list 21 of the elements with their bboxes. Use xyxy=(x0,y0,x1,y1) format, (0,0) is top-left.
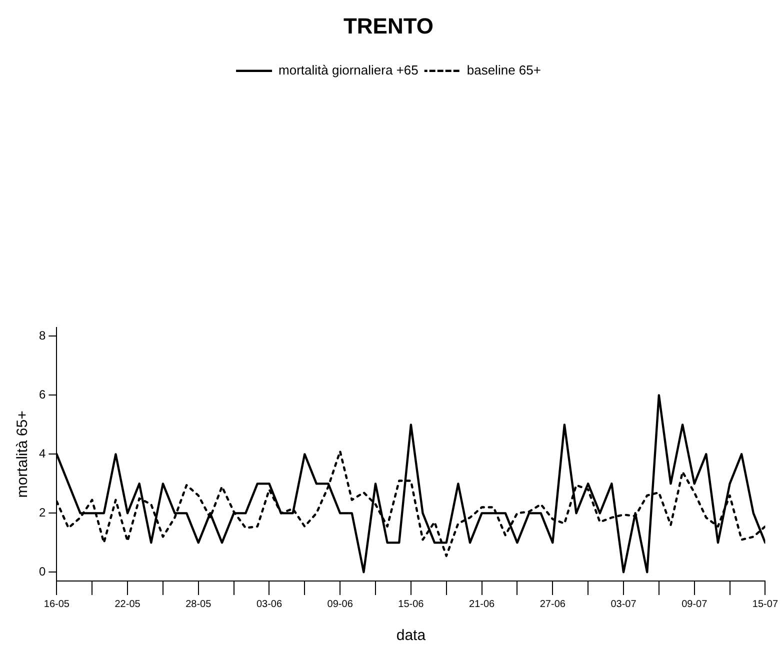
x-tick-label: 15-06 xyxy=(398,598,424,610)
x-tick-label: 16-05 xyxy=(44,598,70,610)
x-tick-label: 28-05 xyxy=(186,598,212,610)
x-tick-label: 21-06 xyxy=(469,598,496,610)
y-axis-title: mortalità 65+ xyxy=(14,410,32,498)
x-tick-label: 15-07 xyxy=(752,598,778,610)
legend-label: baseline 65+ xyxy=(466,62,541,78)
x-tick-label: 09-06 xyxy=(327,598,354,610)
x-axis-title: data xyxy=(396,627,426,644)
y-tick-label: 0 xyxy=(38,564,46,578)
y-tick-label: 8 xyxy=(38,328,46,343)
x-tick-label: 22-05 xyxy=(114,598,141,610)
x-tick-label: 03-06 xyxy=(256,598,282,610)
y-tick-label: 4 xyxy=(38,446,46,461)
x-tick-label: 09-07 xyxy=(682,598,708,610)
y-tick-label: 2 xyxy=(38,505,46,520)
x-tick-label: 03-07 xyxy=(610,598,637,610)
legend-label: mortalità giornaliera +65 xyxy=(278,62,418,78)
y-tick-label: 6 xyxy=(38,388,46,402)
chart-title: TRENTO xyxy=(343,13,434,38)
x-tick-label: 27-06 xyxy=(540,598,566,610)
